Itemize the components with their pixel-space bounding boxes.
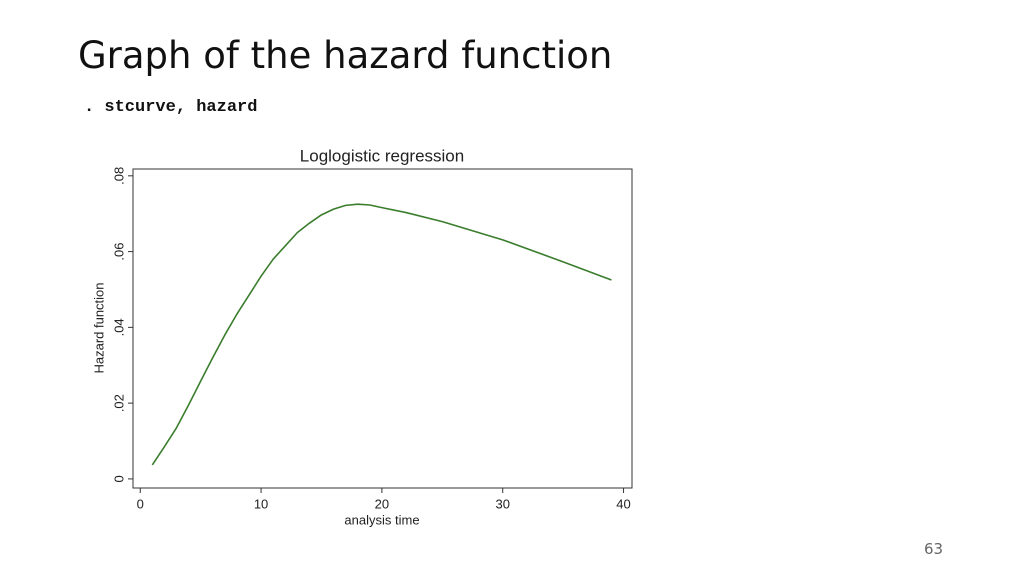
y-tick-label: .02 (111, 394, 126, 412)
hazard-curve (151, 203, 612, 466)
slide-title: Graph of the hazard function (78, 34, 613, 77)
x-axis-label: analysis time (344, 512, 419, 527)
x-tick-label: 30 (495, 496, 509, 511)
page-number: 63 (924, 540, 944, 558)
y-tick-label: .04 (111, 318, 126, 336)
y-tick-label: .08 (111, 167, 126, 185)
x-tick-label: 10 (254, 496, 268, 511)
command: . stcurve, hazard (84, 98, 258, 117)
y-axis-label: Hazard function (91, 282, 106, 373)
x-tick-label: 20 (375, 496, 389, 511)
y-tick-label: .06 (111, 243, 126, 261)
x-tick-label: 40 (616, 496, 630, 511)
y-tick-label: 0 (111, 475, 126, 482)
x-tick-label: 0 (137, 496, 144, 511)
plot-frame (132, 168, 633, 489)
chart-title: Loglogistic regression (300, 146, 464, 165)
